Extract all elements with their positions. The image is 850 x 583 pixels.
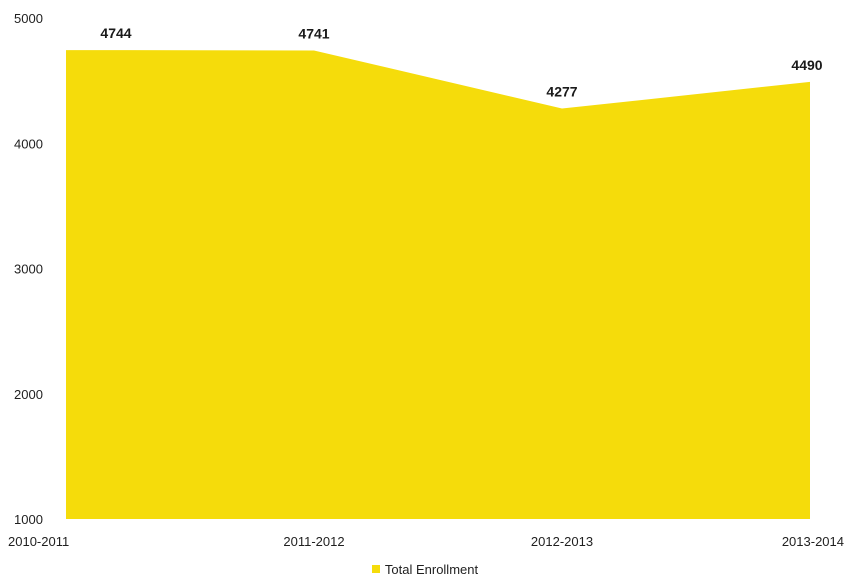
legend: Total Enrollment [0,562,850,577]
x-tick-label: 2011-2012 [283,534,344,549]
legend-label: Total Enrollment [384,562,479,577]
y-tick-label: 2000 [14,387,43,402]
x-axis: 2010-2011 2011-2012 2012-2013 2013-2014 [8,534,844,549]
x-tick-label: 2012-2013 [531,534,593,549]
data-label: 4744 [100,25,131,41]
y-tick-label: 1000 [14,512,43,527]
x-tick-label: 2010-2011 [8,534,69,549]
legend-swatch [371,565,380,573]
y-axis: 1000 2000 3000 4000 5000 [14,11,43,527]
data-label: 4277 [546,84,577,100]
y-tick-label: 3000 [14,262,43,277]
y-tick-label: 5000 [14,11,43,26]
data-labels: 4744 4741 4277 4490 [100,25,822,99]
y-tick-label: 4000 [14,136,43,151]
data-label: 4490 [791,57,822,73]
x-tick-label: 2013-2014 [782,534,844,549]
area-series-total-enrollment [66,50,810,520]
area-layer [66,50,810,520]
data-label: 4741 [298,25,329,41]
